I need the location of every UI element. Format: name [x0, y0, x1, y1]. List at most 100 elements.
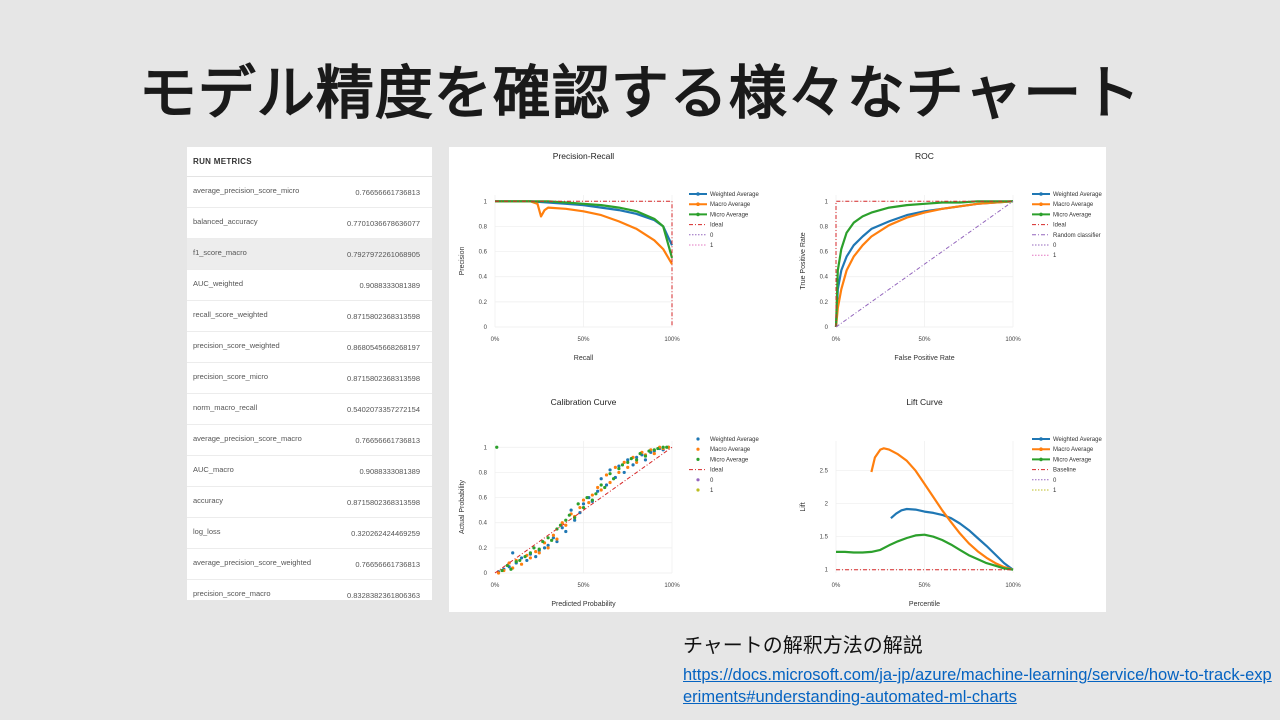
scatter-point: [643, 458, 648, 462]
scatter-point: [541, 539, 545, 544]
legend-label: 0: [1053, 243, 1057, 249]
legend-label: Random classifier: [1053, 233, 1101, 239]
scatter-point: [528, 551, 532, 555]
metric-row[interactable]: average_precision_score_weighted 0.766566…: [187, 549, 432, 580]
scatter-point: [604, 473, 609, 477]
metric-row[interactable]: precision_score_micro 0.8715802368313598: [187, 363, 432, 394]
x-tick-label: 100%: [1005, 337, 1021, 343]
metric-value: 0.8715802368313598: [347, 498, 420, 507]
legend-label: Macro Average: [1053, 202, 1094, 208]
scatter-point: [555, 537, 559, 541]
metric-row[interactable]: precision_score_macro 0.8328382361806363: [187, 580, 432, 600]
metric-name: average_precision_score_weighted: [193, 558, 311, 567]
series-line: [495, 200, 673, 265]
metric-value: 0.8328382361806363: [347, 591, 420, 600]
legend-label: 1: [1053, 253, 1057, 259]
metric-row[interactable]: AUC_weighted 0.9088333081389: [187, 270, 432, 301]
legend-label: Baseline: [1053, 468, 1077, 474]
x-tick-label: 50%: [918, 583, 931, 589]
y-tick-label: 0.4: [820, 275, 829, 281]
x-axis-title: Predicted Probability: [551, 601, 616, 608]
metric-value: 0.76656661736813: [355, 560, 420, 569]
legend-label: 0: [1053, 478, 1057, 484]
scatter-point: [546, 546, 550, 550]
scatter-point: [608, 468, 612, 472]
legend-label: Ideal: [710, 468, 723, 474]
x-tick-label: 100%: [664, 337, 680, 343]
scatter-point: [626, 458, 630, 462]
legend-marker: [696, 192, 700, 196]
x-tick-label: 100%: [664, 583, 680, 589]
scatter-point: [665, 445, 669, 449]
legend-label: Weighted Average: [710, 437, 759, 443]
scatter-point: [603, 485, 607, 490]
scatter-point: [581, 498, 586, 502]
scatter-point: [590, 493, 594, 497]
y-tick-label: 0.2: [479, 546, 488, 552]
scatter-point: [617, 470, 621, 475]
scatter-point: [599, 483, 603, 487]
scatter-point: [626, 460, 630, 464]
docs-link[interactable]: https://docs.microsoft.com/ja-jp/azure/m…: [683, 666, 1272, 706]
slide-title: モデル精度を確認する様々なチャート: [138, 59, 1142, 127]
scatter-point: [596, 489, 600, 493]
metric-row[interactable]: accuracy 0.8715802368313598: [187, 487, 432, 518]
scatter-point: [555, 539, 559, 544]
y-tick-label: 0.6: [820, 250, 829, 256]
metric-list: average_precision_score_micro 0.766566617…: [187, 177, 432, 600]
scatter-point: [604, 483, 609, 487]
y-tick-label: 0: [484, 571, 488, 577]
metric-row[interactable]: AUC_macro 0.9088333081389: [187, 456, 432, 487]
metric-row[interactable]: recall_score_weighted 0.8715802368313598: [187, 301, 432, 332]
series-line: [870, 447, 1014, 571]
scatter-point: [626, 465, 630, 469]
y-tick-label: 0.8: [479, 470, 488, 476]
metric-name: average_precision_score_micro: [193, 186, 300, 195]
scatter-point: [523, 555, 527, 559]
scatter-point: [622, 460, 626, 464]
legend-marker: [696, 447, 700, 451]
legend-marker: [696, 488, 700, 492]
metric-row[interactable]: precision_score_weighted 0.86805456682681…: [187, 332, 432, 363]
scatter-point: [608, 472, 612, 476]
scatter-point: [661, 445, 665, 449]
y-axis-title: Precision: [459, 247, 466, 276]
chart-title: Lift Curve: [906, 397, 943, 407]
metric-row[interactable]: norm_macro_recall 0.5402073357272154: [187, 394, 432, 425]
legend-marker: [696, 437, 700, 441]
legend-label: Macro Average: [710, 447, 751, 453]
chart-title: ROC: [915, 151, 934, 161]
legend-label: Weighted Average: [710, 192, 759, 198]
scatter-point: [635, 458, 639, 462]
scatter-point: [509, 567, 513, 571]
metric-name: AUC_macro: [193, 465, 234, 474]
scatter-point: [537, 551, 541, 555]
scatter-point: [576, 502, 580, 506]
legend-marker: [696, 478, 700, 482]
scatter-point: [528, 556, 532, 560]
metric-row[interactable]: average_precision_score_macro 0.766566617…: [187, 425, 432, 456]
metric-value: 0.9088333081389: [359, 281, 420, 290]
scatter-point: [656, 446, 660, 451]
metric-row[interactable]: f1_score_macro 0.7927972261068905: [187, 239, 432, 270]
scatter-point: [519, 556, 524, 560]
run-metrics-panel: RUN METRICS average_precision_score_micr…: [187, 147, 432, 600]
y-tick-label: 0.8: [820, 224, 829, 230]
metric-row[interactable]: log_loss 0.320262424469259: [187, 518, 432, 549]
scatter-point: [564, 518, 568, 522]
series-line: [890, 507, 1014, 571]
metric-value: 0.7701036678636077: [347, 219, 420, 228]
legend-marker: [1039, 202, 1043, 206]
metric-name: precision_score_micro: [193, 372, 269, 381]
metric-row[interactable]: balanced_accuracy 0.7701036678636077: [187, 208, 432, 239]
metric-row[interactable]: average_precision_score_micro 0.766566617…: [187, 177, 432, 208]
scatter-point: [635, 460, 639, 464]
x-axis-title: Percentile: [909, 601, 940, 608]
legend-label: Ideal: [710, 223, 723, 229]
y-tick-label: 1.5: [820, 535, 829, 541]
charts-panel: Precision-Recall 0 0.2 0.4 0.6 0.8 1 0% 50% 100% R…: [449, 147, 1106, 612]
chart-title: Calibration Curve: [551, 397, 617, 407]
scatter-point: [534, 550, 538, 554]
scatter-point: [608, 480, 612, 485]
